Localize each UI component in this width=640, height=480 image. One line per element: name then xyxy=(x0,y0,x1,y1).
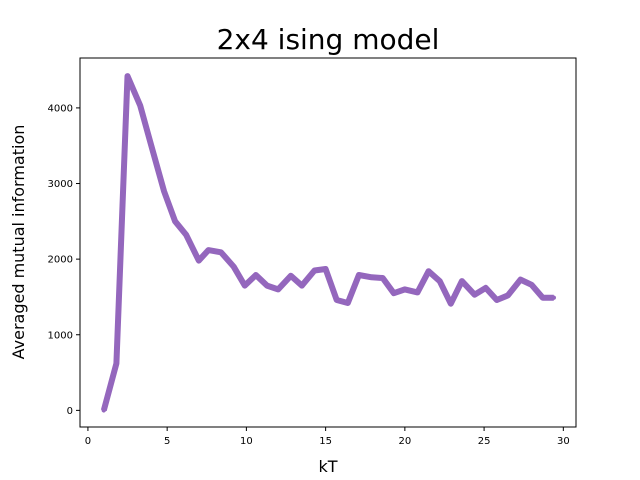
x-tick-label: 10 xyxy=(240,436,253,447)
plot-area xyxy=(79,57,577,428)
x-tick-label: 0 xyxy=(85,436,91,447)
data-point xyxy=(149,143,154,148)
data-point xyxy=(551,295,557,300)
data-point xyxy=(529,282,534,288)
data-point xyxy=(472,292,477,297)
data-point xyxy=(540,295,545,300)
series-line xyxy=(100,73,554,412)
series-layer xyxy=(100,73,557,413)
x-tick-label: 5 xyxy=(164,436,170,447)
data-point xyxy=(264,283,270,288)
y-tick-label: 0 xyxy=(67,406,73,417)
data-point xyxy=(518,277,523,282)
x-axis: 0 5 10 15 20 25 30 xyxy=(85,427,570,447)
data-point xyxy=(242,283,248,288)
data-point xyxy=(206,247,211,253)
data-point xyxy=(415,290,420,295)
x-tick-label: 20 xyxy=(398,436,411,447)
x-tick-label: 25 xyxy=(478,436,491,447)
data-point xyxy=(334,297,339,303)
data-point xyxy=(299,283,305,288)
data-point xyxy=(402,287,408,292)
data-point xyxy=(114,361,119,366)
data-point xyxy=(369,275,374,280)
data-point xyxy=(426,269,431,274)
y-axis-label: Averaged mutual information xyxy=(9,125,28,360)
x-tick-label: 15 xyxy=(319,436,332,447)
chart-title: 2x4 ising model xyxy=(217,23,440,56)
data-point xyxy=(138,103,143,108)
data-point xyxy=(231,264,236,269)
data-point xyxy=(356,272,362,278)
data-point xyxy=(125,73,130,79)
data-point xyxy=(437,278,442,284)
data-point xyxy=(459,278,465,284)
data-point xyxy=(380,275,385,281)
data-point xyxy=(218,250,224,255)
data-point xyxy=(323,266,328,272)
y-axis: 0 1000 2000 3000 4000 xyxy=(48,103,80,417)
data-point xyxy=(288,273,293,278)
data-point xyxy=(345,300,351,306)
y-tick-label: 4000 xyxy=(48,103,73,114)
x-tick-label: 30 xyxy=(557,436,570,447)
data-point xyxy=(505,293,511,298)
data-point xyxy=(494,297,499,303)
data-point xyxy=(196,258,202,263)
y-tick-label: 3000 xyxy=(48,179,73,190)
data-point xyxy=(161,188,167,194)
data-point xyxy=(483,285,488,291)
data-point xyxy=(253,272,259,278)
data-point xyxy=(312,268,317,273)
y-tick-label: 2000 xyxy=(48,255,73,266)
data-point xyxy=(448,301,454,306)
data-point xyxy=(172,219,178,224)
data-point xyxy=(183,232,189,238)
data-point xyxy=(391,290,396,296)
data-point xyxy=(101,408,106,413)
data-point xyxy=(275,287,281,292)
x-axis-label: kT xyxy=(318,457,337,476)
y-tick-label: 1000 xyxy=(48,330,73,341)
